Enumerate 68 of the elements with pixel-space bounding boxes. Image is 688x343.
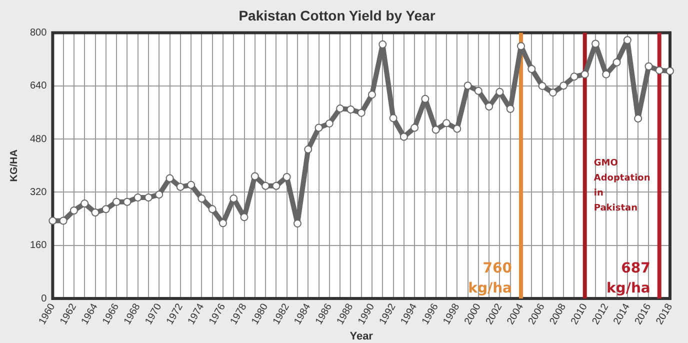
point <box>666 67 674 75</box>
y-tick-label: 480 <box>30 134 48 145</box>
ref-line-label: 687 kg/ha <box>606 260 650 297</box>
point <box>208 205 216 214</box>
point <box>48 216 57 225</box>
point <box>282 172 291 181</box>
point <box>134 194 142 202</box>
point <box>187 180 196 189</box>
point <box>325 119 334 128</box>
point <box>314 124 323 132</box>
point <box>560 82 568 90</box>
point <box>400 132 408 141</box>
point <box>70 206 78 215</box>
y-tick-label: 0 <box>41 293 48 304</box>
x-axis-title: Year <box>350 330 374 342</box>
point <box>548 88 557 97</box>
point <box>346 106 355 114</box>
point <box>612 58 621 66</box>
point <box>262 182 270 190</box>
y-tick-label: 320 <box>30 186 48 198</box>
point <box>378 40 387 48</box>
ref-line-label: 760 kg/ha <box>468 260 512 297</box>
point <box>198 194 206 203</box>
y-tick-label: 640 <box>30 80 48 92</box>
point <box>655 66 664 74</box>
point <box>166 174 174 182</box>
point <box>432 126 440 134</box>
point <box>453 124 462 133</box>
point <box>496 88 504 96</box>
point <box>580 70 589 78</box>
point <box>634 114 642 122</box>
point <box>91 208 100 217</box>
point <box>591 40 600 48</box>
point <box>123 198 132 206</box>
point <box>218 219 227 228</box>
point <box>112 198 121 206</box>
point <box>304 145 312 154</box>
point <box>485 102 494 111</box>
point <box>623 36 632 44</box>
point <box>421 94 430 103</box>
point <box>516 42 525 50</box>
point <box>528 65 536 74</box>
point <box>474 86 482 95</box>
point <box>644 62 653 70</box>
point <box>336 104 344 113</box>
point <box>80 200 89 208</box>
y-tick-label: 160 <box>30 240 48 252</box>
point <box>538 82 546 90</box>
ref-line-label: GMO Adoptation in Pakistan <box>594 158 650 214</box>
point <box>602 70 610 78</box>
point <box>506 104 514 113</box>
point <box>102 205 110 214</box>
point <box>410 124 419 132</box>
point <box>442 119 450 128</box>
point <box>240 213 248 222</box>
point <box>464 82 472 90</box>
y-axis-title: KG/HA <box>8 150 20 182</box>
chart-title: Pakistan Cotton Yield by Year <box>238 7 436 24</box>
point <box>155 190 164 199</box>
point <box>389 114 398 122</box>
point <box>570 72 578 81</box>
point <box>59 216 68 225</box>
point <box>250 172 259 180</box>
point <box>176 182 184 191</box>
y-tick-label: 800 <box>30 28 48 39</box>
point <box>368 90 376 99</box>
point <box>272 182 280 190</box>
point <box>357 108 366 117</box>
